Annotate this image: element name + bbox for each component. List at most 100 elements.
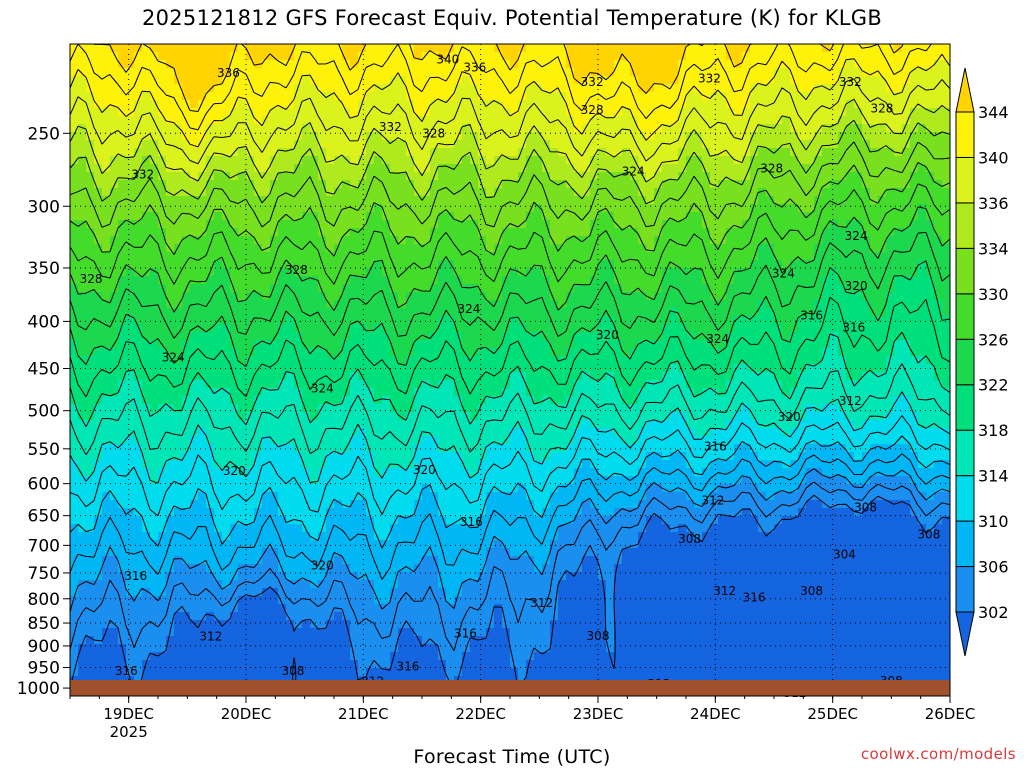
field-cell <box>518 124 527 133</box>
field-cell <box>678 332 687 341</box>
field-cell <box>406 396 415 405</box>
field-cell <box>686 100 695 109</box>
credit-text[interactable]: coolwx.com/models <box>860 745 1016 763</box>
field-cell <box>366 372 375 381</box>
field-cell <box>750 356 759 365</box>
field-cell <box>86 348 95 357</box>
field-cell <box>214 292 223 301</box>
field-cell <box>262 236 271 245</box>
field-cell <box>414 324 423 333</box>
field-cell <box>222 204 231 213</box>
field-cell <box>182 124 191 133</box>
field-cell <box>710 324 719 333</box>
field-cell <box>302 188 311 197</box>
field-cell <box>806 156 815 165</box>
field-cell <box>502 108 511 117</box>
field-cell <box>382 332 391 341</box>
field-cell <box>206 356 215 365</box>
field-cell <box>446 92 455 101</box>
field-cell <box>918 188 927 197</box>
field-cell <box>230 84 239 93</box>
field-cell <box>926 212 935 221</box>
field-cell <box>486 212 495 221</box>
field-cell <box>438 228 447 237</box>
field-cell <box>582 308 591 317</box>
field-cell <box>358 404 367 413</box>
field-cell <box>158 292 167 301</box>
field-cell <box>686 68 695 77</box>
field-cell <box>406 60 415 69</box>
field-cell <box>358 356 367 365</box>
field-cell <box>414 396 423 405</box>
field-cell <box>334 92 343 101</box>
field-cell <box>550 84 559 93</box>
field-cell <box>110 92 119 101</box>
field-cell <box>382 84 391 93</box>
field-cell <box>558 284 567 293</box>
field-cell <box>190 228 199 237</box>
field-cell <box>374 108 383 117</box>
field-cell <box>102 180 111 189</box>
field-cell <box>870 372 879 381</box>
field-cell <box>398 276 407 285</box>
field-cell <box>742 276 751 285</box>
field-cell <box>334 340 343 349</box>
field-cell <box>222 276 231 285</box>
field-cell <box>398 156 407 165</box>
field-cell <box>766 148 775 157</box>
field-cell <box>406 340 415 349</box>
field-cell <box>510 284 519 293</box>
field-cell <box>582 268 591 277</box>
field-cell <box>366 284 375 293</box>
field-cell <box>374 148 383 157</box>
field-cell <box>438 116 447 125</box>
field-cell <box>806 372 815 381</box>
field-cell <box>534 324 543 333</box>
field-cell <box>102 260 111 269</box>
field-cell <box>742 164 751 173</box>
field-cell <box>918 100 927 109</box>
field-cell <box>654 300 663 309</box>
field-cell <box>918 268 927 277</box>
field-cell <box>214 308 223 317</box>
field-cell <box>646 140 655 149</box>
field-cell <box>694 148 703 157</box>
field-cell <box>518 108 527 117</box>
field-cell <box>798 68 807 77</box>
field-cell <box>462 116 471 125</box>
field-cell <box>294 68 303 77</box>
field-cell <box>438 76 447 85</box>
field-cell <box>542 44 551 53</box>
field-cell <box>310 244 319 253</box>
field-cell <box>862 60 871 69</box>
field-cell <box>574 228 583 237</box>
field-cell <box>462 84 471 93</box>
field-cell <box>414 188 423 197</box>
field-cell <box>582 68 591 77</box>
field-cell <box>614 340 623 349</box>
field-cell <box>150 324 159 333</box>
field-cell <box>342 252 351 261</box>
field-cell <box>318 364 327 373</box>
field-cell <box>470 100 479 109</box>
field-cell <box>926 244 935 253</box>
field-cell <box>862 260 871 269</box>
field-cell <box>462 132 471 141</box>
field-cell <box>862 268 871 277</box>
field-cell <box>510 292 519 301</box>
field-cell <box>230 252 239 261</box>
field-cell <box>766 60 775 69</box>
field-cell <box>494 132 503 141</box>
field-cell <box>718 380 727 389</box>
field-cell <box>878 148 887 157</box>
field-cell <box>454 380 463 389</box>
field-cell <box>942 396 950 405</box>
field-cell <box>286 180 295 189</box>
field-cell <box>782 284 791 293</box>
field-cell <box>382 316 391 325</box>
field-cell <box>374 52 383 61</box>
field-cell <box>366 204 375 213</box>
field-cell <box>374 188 383 197</box>
field-cell <box>142 364 151 373</box>
field-cell <box>638 316 647 325</box>
